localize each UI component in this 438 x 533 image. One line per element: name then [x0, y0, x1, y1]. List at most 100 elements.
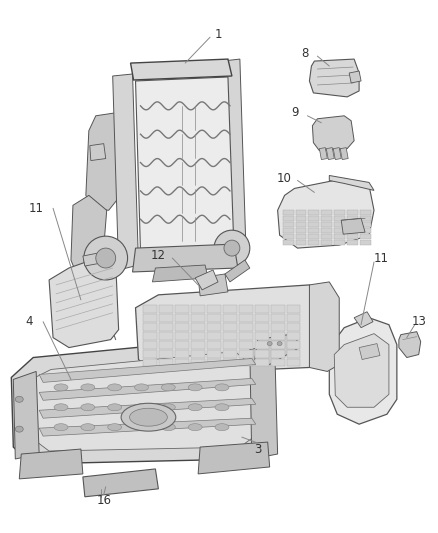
Bar [271, 322, 285, 330]
Bar [360, 211, 371, 215]
Polygon shape [222, 59, 246, 248]
Bar [283, 240, 293, 245]
Polygon shape [11, 337, 270, 464]
Ellipse shape [108, 384, 122, 391]
Bar [271, 314, 285, 322]
Polygon shape [71, 196, 107, 285]
Bar [175, 314, 189, 322]
Bar [296, 211, 307, 215]
Polygon shape [113, 74, 138, 270]
Polygon shape [354, 312, 373, 328]
Bar [271, 341, 285, 349]
Bar [159, 314, 173, 322]
Bar [239, 305, 253, 313]
Bar [144, 314, 157, 322]
Bar [347, 234, 358, 239]
Text: 3: 3 [254, 442, 261, 456]
Bar [360, 234, 371, 239]
Bar [239, 359, 253, 367]
Ellipse shape [188, 384, 202, 391]
Bar [347, 222, 358, 227]
Bar [296, 240, 307, 245]
Polygon shape [39, 418, 256, 436]
Bar [308, 234, 319, 239]
Ellipse shape [215, 384, 229, 391]
Bar [296, 234, 307, 239]
Bar [191, 350, 205, 358]
Bar [334, 240, 345, 245]
Ellipse shape [121, 403, 176, 431]
Bar [159, 332, 173, 340]
Bar [207, 350, 221, 358]
Bar [283, 228, 293, 233]
Bar [321, 240, 332, 245]
Bar [191, 322, 205, 330]
Polygon shape [225, 260, 250, 282]
Polygon shape [319, 148, 327, 159]
Polygon shape [133, 244, 238, 272]
Text: 4: 4 [25, 315, 33, 328]
Ellipse shape [188, 424, 202, 431]
Bar [321, 228, 332, 233]
Bar [207, 341, 221, 349]
Polygon shape [49, 255, 119, 348]
Bar [286, 350, 300, 358]
Ellipse shape [81, 384, 95, 391]
Bar [360, 240, 371, 245]
Bar [321, 222, 332, 227]
Bar [255, 359, 268, 367]
Ellipse shape [277, 342, 282, 345]
Ellipse shape [130, 408, 167, 426]
Bar [360, 216, 371, 221]
Bar [296, 222, 307, 227]
Bar [239, 341, 253, 349]
Bar [175, 332, 189, 340]
Circle shape [214, 230, 250, 266]
Polygon shape [198, 442, 270, 474]
Bar [347, 211, 358, 215]
Polygon shape [39, 359, 256, 382]
Ellipse shape [108, 404, 122, 411]
Ellipse shape [161, 384, 175, 391]
Ellipse shape [215, 424, 229, 431]
Bar [271, 359, 285, 367]
Bar [223, 322, 237, 330]
Bar [334, 216, 345, 221]
Bar [347, 240, 358, 245]
Bar [286, 305, 300, 313]
Bar [360, 222, 371, 227]
Polygon shape [250, 345, 278, 459]
Bar [144, 350, 157, 358]
Polygon shape [13, 372, 39, 459]
Bar [286, 332, 300, 340]
Bar [308, 240, 319, 245]
Bar [191, 305, 205, 313]
Bar [321, 211, 332, 215]
Text: 9: 9 [291, 106, 298, 119]
Ellipse shape [161, 424, 175, 431]
Bar [191, 341, 205, 349]
Bar [144, 322, 157, 330]
Bar [286, 314, 300, 322]
Bar [175, 322, 189, 330]
Bar [207, 332, 221, 340]
Text: 8: 8 [301, 46, 308, 60]
Bar [223, 314, 237, 322]
Polygon shape [278, 179, 374, 248]
Bar [207, 322, 221, 330]
Polygon shape [340, 148, 348, 159]
Bar [223, 359, 237, 367]
Bar [144, 359, 157, 367]
Bar [255, 322, 268, 330]
Bar [334, 222, 345, 227]
Polygon shape [39, 378, 256, 400]
Bar [360, 228, 371, 233]
Ellipse shape [54, 404, 68, 411]
Text: 13: 13 [411, 315, 426, 328]
Bar [308, 216, 319, 221]
Polygon shape [39, 398, 256, 418]
Polygon shape [349, 71, 361, 83]
Ellipse shape [215, 404, 229, 411]
Bar [286, 322, 300, 330]
Circle shape [224, 240, 240, 256]
